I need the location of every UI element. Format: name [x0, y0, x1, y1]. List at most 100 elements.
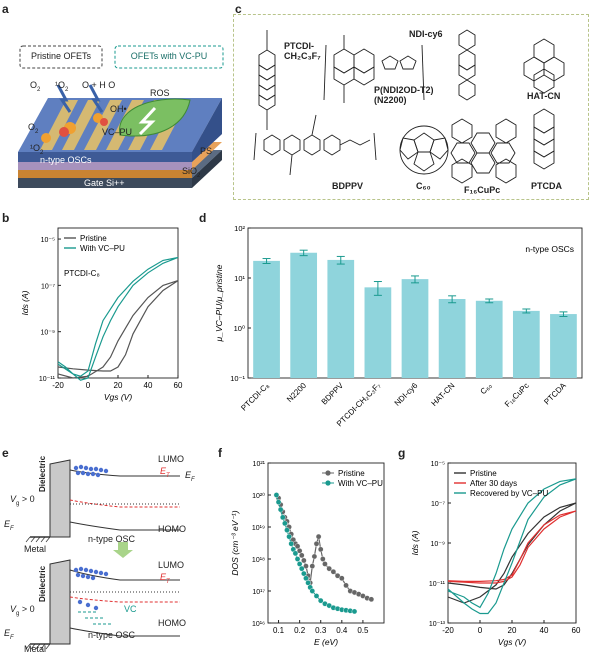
- o2-label-left: O2: [28, 122, 39, 135]
- y-tick-label: 10⁻¹: [230, 374, 245, 383]
- y-tick-label: 10⁻⁵: [41, 237, 55, 244]
- f16cupc-name: F₁₆CuPc: [464, 185, 501, 195]
- vcpu-layer-label: VC–PU: [102, 127, 133, 137]
- data-point: [313, 540, 320, 547]
- c60-structure: [399, 125, 449, 175]
- y-tick-label: 10⁻¹³: [429, 621, 446, 628]
- bar: [290, 252, 318, 378]
- ef-metal-lower-label: EF: [4, 628, 14, 641]
- legend-label: Recovered by VC–PU: [470, 489, 548, 498]
- chart-g-svg: -20 0 20 40 60 10⁻¹³ 10⁻¹¹ 10⁻⁹ 10⁻⁷ 10⁻⁵ Pristine…: [410, 461, 581, 647]
- data-point: [330, 568, 337, 575]
- ptcda-structure: [533, 108, 555, 170]
- series-line-0: [275, 494, 372, 600]
- lumo-upper-label: LUMO: [158, 454, 185, 464]
- vg-lower-label: Vg > 0: [10, 604, 35, 617]
- panel-c-molecules: PTCDI- CH₂C₃F₇ P(NDI2OD-T2) (N2200) NDI-…: [233, 14, 589, 200]
- f16cupc-structure: [450, 118, 517, 184]
- c60-name: C₆₀: [416, 181, 431, 191]
- lumo-lower-label: LUMO: [158, 560, 185, 570]
- y-tick-label: 10⁻⁹: [431, 541, 445, 548]
- chart-b-svg: -20 0 20 40 60 10⁻¹¹ 10⁻⁹ 10⁻⁷ 10⁻⁵ PristineWith …: [20, 227, 183, 402]
- series-line-1: [57, 256, 179, 381]
- data-point: [303, 575, 309, 582]
- panel-g-recovery-chart: -20 0 20 40 60 10⁻¹³ 10⁻¹¹ 10⁻⁹ 10⁻⁷ 10⁻⁵ Pristine…: [400, 455, 588, 657]
- data-point: [286, 533, 292, 540]
- panel-label-d: d: [199, 211, 207, 225]
- panel-d-mobility-bars: 10⁻¹ 10⁰ 10¹ 10² PTCDI-C₈ N2200 BDPPV PTCDI-CH₂…: [200, 218, 588, 440]
- x-tick-label: -20: [442, 626, 454, 635]
- vc-lower-label: VC: [124, 604, 137, 614]
- legend-label: Pristine: [338, 469, 365, 478]
- category-label: PTCDI-C₈: [239, 381, 271, 413]
- data-point: [298, 565, 305, 572]
- pristine-ofets-label: Pristine OFETs: [30, 51, 91, 61]
- data-point: [284, 527, 290, 533]
- y-tick-label: 10¹: [234, 274, 245, 283]
- x-tick-label: 0.5: [357, 626, 369, 635]
- legend-label: Pristine: [80, 234, 107, 243]
- series-line-0: [447, 502, 577, 604]
- y-tick-label: 10⁻¹¹: [429, 581, 446, 588]
- x-tick-label: 0.2: [294, 626, 306, 635]
- data-point: [288, 540, 294, 547]
- data-point: [294, 543, 301, 550]
- x-tick-label: 20: [508, 626, 517, 635]
- category-label: NDI-cy6: [393, 381, 420, 408]
- ef-metal-upper-label: EF: [4, 519, 14, 532]
- x-tick-label: 0: [86, 381, 91, 390]
- bdppv-name: BDPPV: [332, 181, 364, 191]
- legend-label: Pristine: [470, 469, 497, 478]
- x-tick-label: 40: [540, 626, 549, 635]
- panel-label-g: g: [398, 446, 406, 460]
- x-tick-label: 40: [144, 381, 153, 390]
- data-point: [279, 514, 286, 521]
- homo-lower-label: HOMO: [158, 618, 186, 628]
- plot-frame: [267, 462, 385, 624]
- legend-label: With VC–PU: [80, 244, 125, 253]
- x-tick-label: 0.1: [273, 626, 285, 635]
- category-label: HAT-CN: [430, 381, 457, 408]
- bar: [364, 287, 392, 378]
- x-tick-label: 0: [478, 626, 483, 635]
- homo-upper-label: HOMO: [158, 524, 186, 534]
- ptcda-name: PTCDA: [531, 181, 562, 191]
- series-line-0: [57, 280, 179, 379]
- y-axis-label: DOS (cm⁻³ eV⁻¹): [230, 510, 240, 575]
- data-point: [339, 575, 345, 582]
- ntype-osc-lower-label: n-type OSC: [88, 630, 136, 640]
- y-axis-label: Ids (A): [20, 290, 30, 315]
- data-point: [326, 565, 332, 572]
- o2-h2o-label: O + H O: [82, 80, 116, 90]
- n2200-structure: [323, 35, 425, 103]
- data-point: [309, 588, 316, 594]
- y-tick-label: 10⁻⁷: [41, 283, 55, 290]
- ef-upper-label: EF: [185, 470, 195, 483]
- chart-annotation: PTCDI-C₈: [64, 269, 100, 278]
- o2-label-1: O2: [30, 80, 41, 93]
- bar: [512, 310, 540, 378]
- ndi-cy6-structure: [458, 29, 476, 101]
- metal-upper-label: Metal: [24, 544, 47, 554]
- x-tick-label: 20: [114, 381, 123, 390]
- legend-label: After 30 days: [470, 479, 517, 488]
- data-point: [301, 570, 307, 577]
- data-point: [351, 608, 358, 615]
- x-tick-label: 0.4: [336, 626, 348, 635]
- x-tick-label: 60: [572, 626, 581, 635]
- bar: [253, 260, 280, 378]
- data-point: [320, 556, 326, 562]
- data-point: [322, 561, 328, 567]
- n2200-name: P(NDI2OD-T2) (N2200): [374, 85, 434, 105]
- data-point: [273, 492, 280, 498]
- panel-f-dos-chart: 0.1 0.2 0.3 0.4 0.5 10¹⁶ 10¹⁷ 10¹⁸ 10¹⁹ 10²⁰ 10²¹ P…: [218, 455, 398, 657]
- data-point: [305, 580, 311, 586]
- chart-f-svg: 0.1 0.2 0.3 0.4 0.5 10¹⁶ 10¹⁷ 10¹⁸ 10¹⁹ 10²⁰ 10²¹ P…: [230, 461, 385, 647]
- y-tick-label: 10¹⁸: [252, 557, 265, 564]
- x-axis-label: Vgs (V): [104, 392, 133, 402]
- panel-label-f: f: [218, 446, 222, 460]
- y-axis-label: Ids (A): [410, 530, 420, 555]
- ptcdi-structure: [258, 30, 276, 130]
- dielectric-upper-label: Dielectric: [38, 455, 47, 492]
- legend-swatch-marker: [325, 470, 331, 476]
